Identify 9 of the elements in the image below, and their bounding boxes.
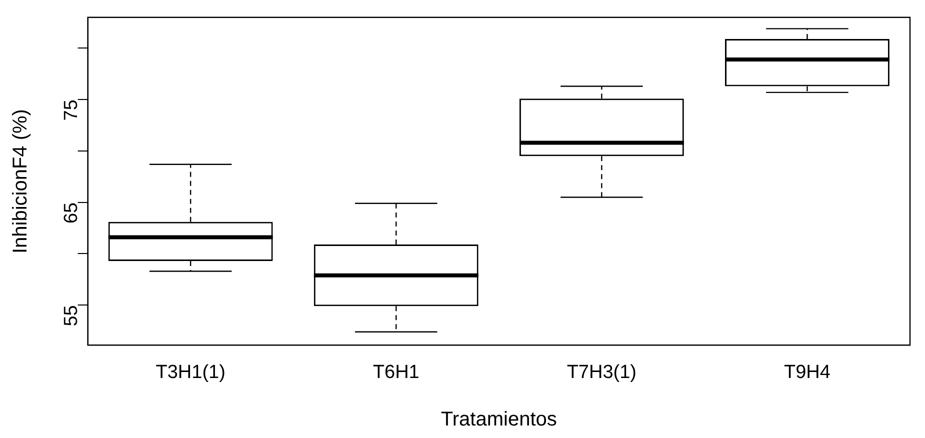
x-tick-label: T3H1(1) — [156, 362, 226, 383]
x-axis-title: Tratamientos — [440, 408, 557, 431]
y-tick-label: 65 — [61, 202, 82, 224]
y-tick-label: 75 — [61, 100, 82, 121]
y-tick-label: 55 — [61, 305, 82, 326]
x-tick-label: T6H1 — [372, 362, 420, 383]
x-tick-label: T7H3(1) — [566, 362, 637, 383]
y-axis-title: InhibicionF4 (%) — [10, 109, 32, 254]
x-tick-label: T9H4 — [784, 362, 831, 383]
